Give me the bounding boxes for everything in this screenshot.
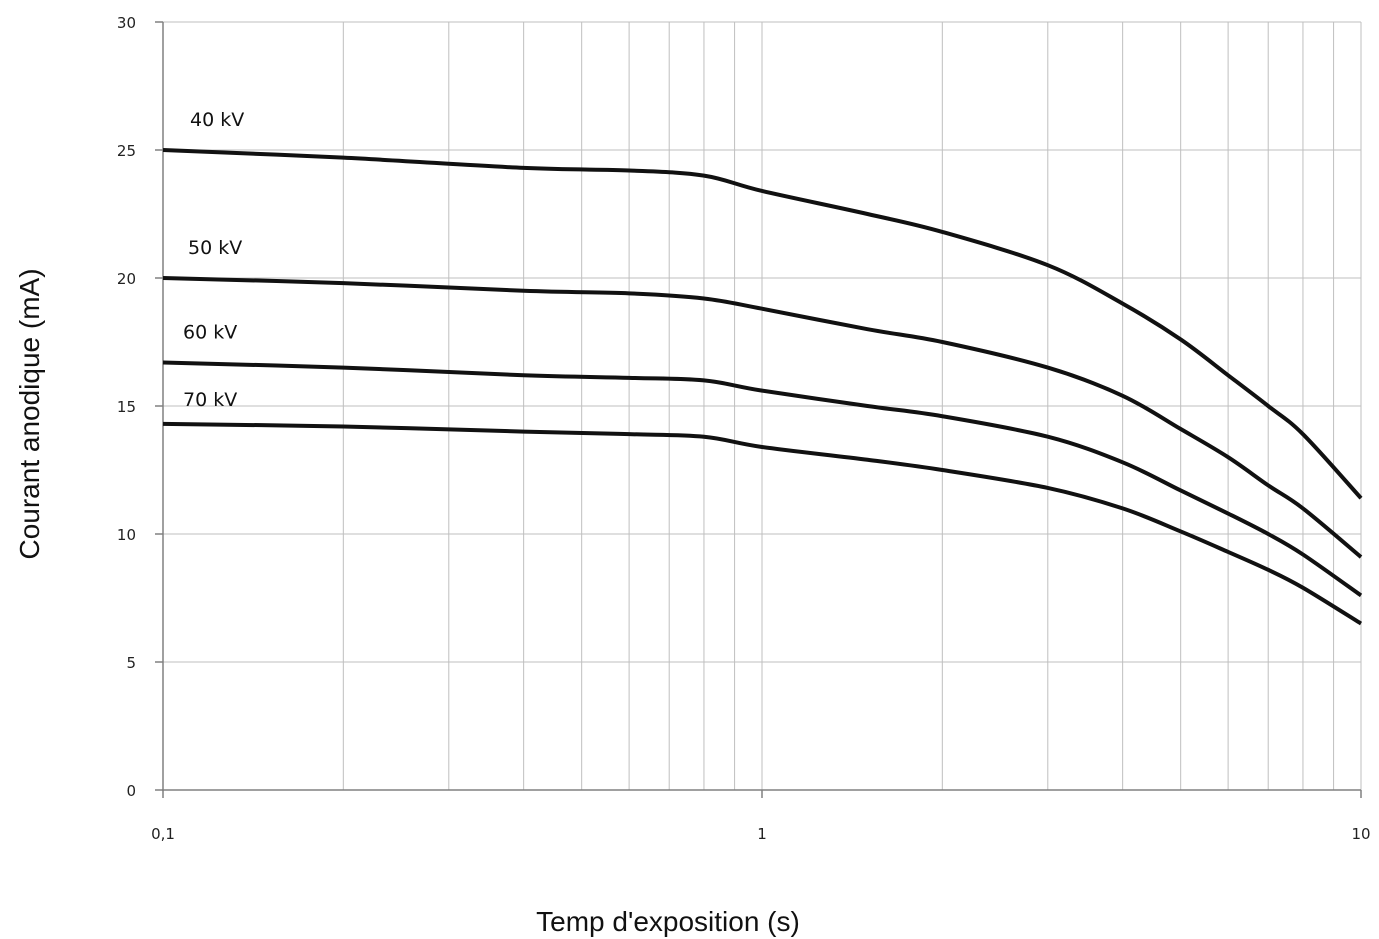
- series-line-50-kv: [162, 276, 1363, 559]
- axes: [155, 21, 1362, 798]
- series-lines: [162, 148, 1363, 626]
- series-line-70-kv: [162, 421, 1363, 626]
- x-tick-label: 0,1: [151, 825, 175, 843]
- x-tick-label: 1: [757, 825, 767, 843]
- series-label-40-kv: 40 kV: [190, 109, 244, 131]
- series-label-60-kv: 60 kV: [183, 321, 237, 343]
- x-tick-label: 10: [1351, 825, 1370, 843]
- y-tick-label: 10: [117, 526, 136, 544]
- y-axis-title: Courant anodique (mA): [14, 268, 45, 559]
- y-tick-label: 20: [117, 270, 136, 288]
- y-tick-label: 15: [117, 398, 136, 416]
- grid: [163, 21, 1362, 790]
- tick-labels: 0 5 10 15 20 25 30 0,1 1 10: [117, 14, 1371, 843]
- series-line-40-kv: [162, 148, 1363, 500]
- y-tick-label: 0: [126, 782, 136, 800]
- series-labels: 40 kV 50 kV 60 kV 70 kV: [183, 109, 244, 411]
- y-tick-label: 25: [117, 142, 136, 160]
- series-label-70-kv: 70 kV: [183, 389, 237, 411]
- y-tick-label: 5: [126, 654, 136, 672]
- x-axis-title: Temp d'exposition (s): [536, 906, 800, 937]
- y-tick-label: 30: [117, 14, 136, 32]
- series-label-50-kv: 50 kV: [188, 237, 242, 259]
- series-line-60-kv: [162, 360, 1363, 598]
